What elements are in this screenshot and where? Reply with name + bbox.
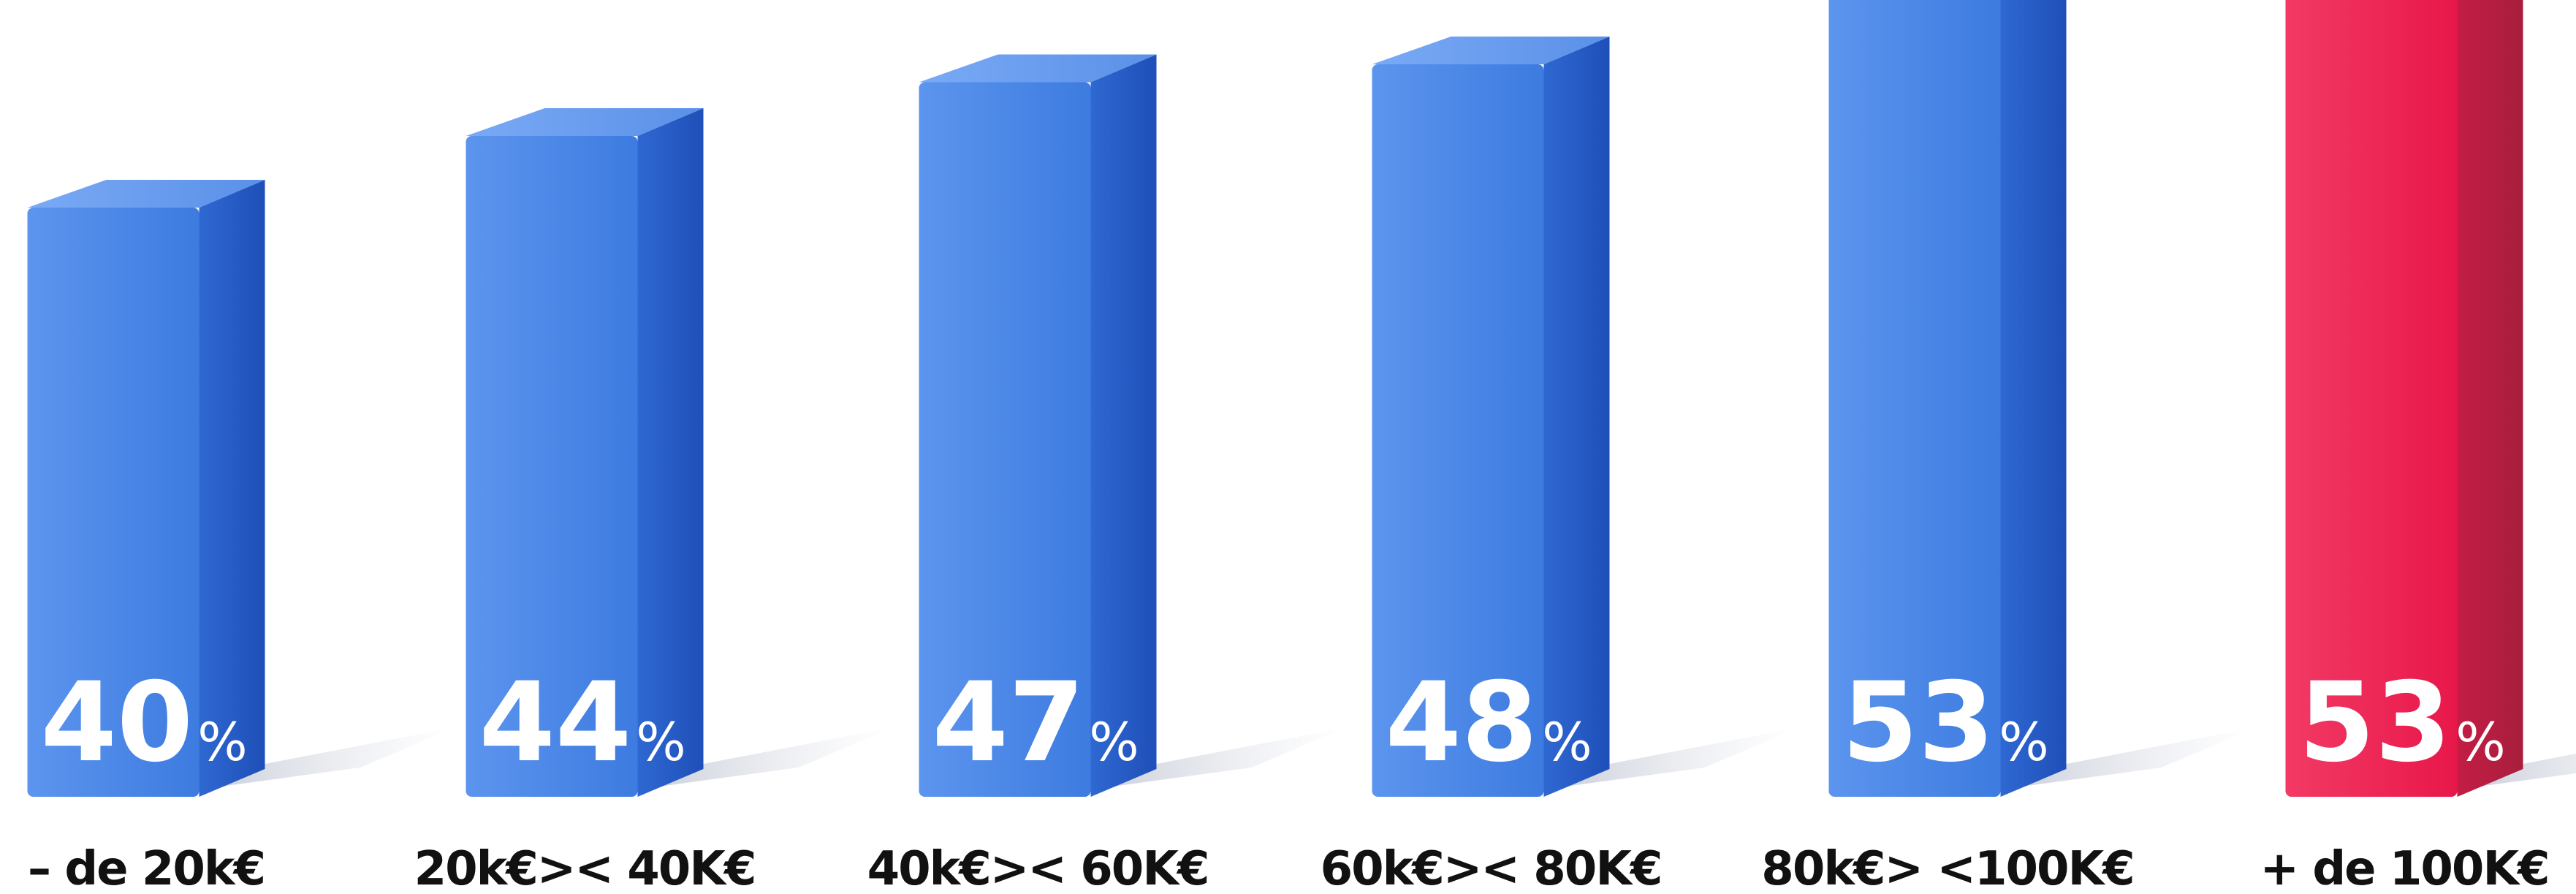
bar-value-suffix: %: [1999, 711, 2048, 773]
bar-value-label: 53%: [2299, 659, 2506, 787]
bar-top-face: [919, 54, 1157, 83]
bar-value-suffix: %: [1542, 711, 1592, 773]
bar-shadow: [1090, 727, 1347, 789]
bar-value-label: 47%: [932, 659, 1139, 787]
bar-value-number: 44: [479, 659, 632, 787]
bar-top-face: [27, 180, 265, 208]
bar-side-face: [1543, 37, 1610, 797]
category-label: + de 100K€: [2260, 842, 2548, 894]
bar-value-suffix: %: [1089, 711, 1139, 773]
bar-front-face: [2285, 0, 2458, 797]
bar-front-face: [27, 208, 200, 797]
bar-shadow: [2000, 727, 2257, 789]
bar-side-face: [1090, 54, 1157, 797]
bar-value-suffix: %: [2455, 711, 2505, 773]
bar-side-face: [2000, 0, 2067, 797]
category-labels: – de 20k€ 20k€>< 40K€ 40k€>< 60K€ 60k€>< 80…: [28, 842, 2550, 894]
bar-front-face: [466, 136, 638, 797]
bar-front-face: [1372, 64, 1544, 797]
bar-shadow: [199, 727, 455, 789]
bar-top-face: [466, 108, 704, 136]
bar-value-suffix: %: [197, 711, 247, 773]
bar-3: 47%: [919, 54, 1347, 797]
bar-front-face: [1828, 0, 2001, 797]
bar-2: 44%: [466, 108, 894, 797]
bar-6: 53%: [2285, 0, 2576, 797]
bars-layer: 40% 44% 47% 48% 53% 53%: [27, 0, 2576, 797]
category-label: – de 20k€: [28, 842, 265, 894]
bar-side-face: [199, 180, 265, 797]
bar-value-label: 53%: [1842, 659, 2049, 787]
category-label: 80k€> <100K€: [1761, 842, 2133, 894]
bar-value-label: 48%: [1386, 659, 1592, 787]
bar-side-face: [637, 108, 704, 797]
bar-shadow: [637, 727, 894, 789]
bar-value-number: 53: [2299, 659, 2452, 787]
bar-value-number: 47: [932, 659, 1085, 787]
category-label: 20k€>< 40K€: [414, 842, 756, 894]
category-label: 40k€>< 60K€: [867, 842, 1209, 894]
bar-shadow: [1543, 727, 1800, 789]
bar-value-suffix: %: [636, 711, 685, 773]
bar-5: 53%: [1828, 0, 2257, 797]
bar-top-face: [1372, 37, 1610, 64]
bar-1: 40%: [27, 180, 455, 797]
bar-value-label: 44%: [479, 659, 686, 787]
bar-value-label: 40%: [41, 659, 248, 787]
bar-value-number: 53: [1842, 659, 1995, 787]
bar-value-number: 40: [41, 659, 194, 787]
bar-side-face: [2457, 0, 2523, 797]
bar-value-number: 48: [1386, 659, 1538, 787]
bar-front-face: [919, 82, 1091, 797]
category-label: 60k€>< 80K€: [1321, 842, 1662, 894]
bar-4: 48%: [1372, 37, 1800, 797]
